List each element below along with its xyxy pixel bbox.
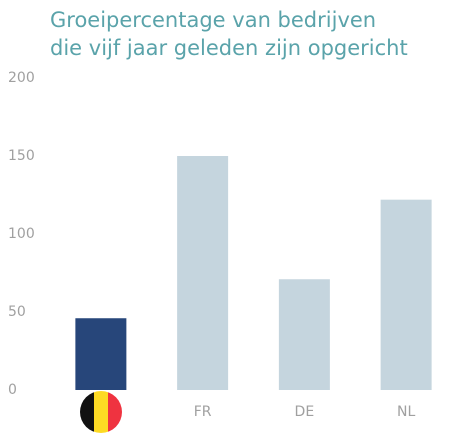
bar: [177, 156, 229, 390]
x-tick-label: NL: [397, 404, 415, 420]
y-tick-label: 100: [8, 226, 35, 242]
belgium-flag: [80, 391, 122, 433]
y-tick-label: 50: [8, 304, 26, 320]
x-tick-label: FR: [194, 404, 212, 420]
bar: [75, 318, 127, 390]
y-tick-label: 200: [8, 70, 35, 86]
bar: [380, 199, 432, 390]
chart-title: Groeipercentage van bedrijven die vijf j…: [50, 8, 408, 60]
y-tick-label: 150: [8, 148, 35, 164]
bar: [278, 279, 330, 390]
x-tick-label: DE: [295, 404, 315, 420]
y-tick-label: 0: [8, 382, 17, 398]
